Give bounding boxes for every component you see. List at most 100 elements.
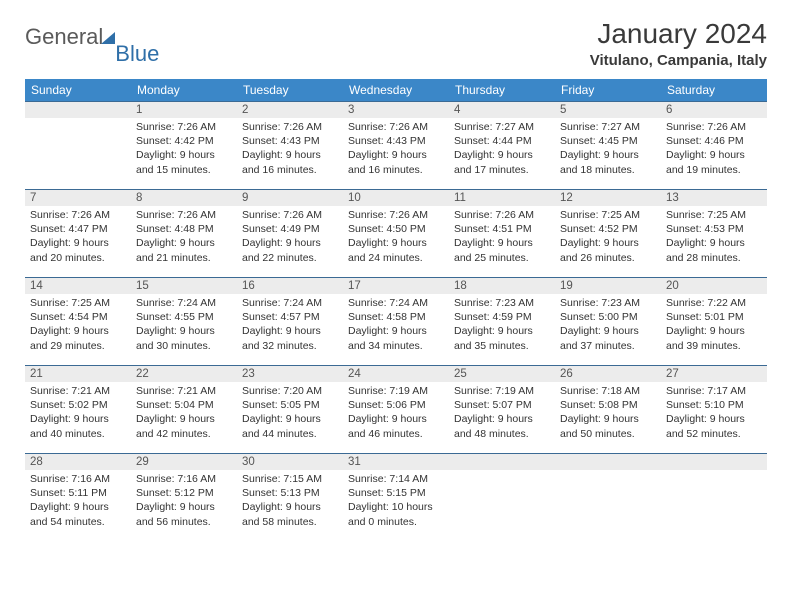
title-block: January 2024 Vitulano, Campania, Italy: [590, 18, 767, 69]
sunrise-text: Sunrise: 7:22 AM: [666, 296, 762, 310]
day-number: 15: [131, 278, 237, 294]
daylight-line1: Daylight: 9 hours: [348, 324, 444, 338]
calendar-day-cell: 7Sunrise: 7:26 AMSunset: 4:47 PMDaylight…: [25, 190, 131, 278]
sunrise-text: Sunrise: 7:26 AM: [454, 208, 550, 222]
day-number: 23: [237, 366, 343, 382]
sunrise-text: Sunrise: 7:21 AM: [136, 384, 232, 398]
daylight-line1: Daylight: 9 hours: [666, 324, 762, 338]
calendar-day-cell: 19Sunrise: 7:23 AMSunset: 5:00 PMDayligh…: [555, 278, 661, 366]
daylight-line2: and 39 minutes.: [666, 339, 762, 353]
daylight-line2: and 30 minutes.: [136, 339, 232, 353]
daylight-line2: and 48 minutes.: [454, 427, 550, 441]
day-number: 9: [237, 190, 343, 206]
day-number: 16: [237, 278, 343, 294]
calendar-week-row: 1Sunrise: 7:26 AMSunset: 4:42 PMDaylight…: [25, 102, 767, 190]
daylight-line2: and 20 minutes.: [30, 251, 126, 265]
daylight-line1: Daylight: 9 hours: [348, 412, 444, 426]
calendar-day-cell: 16Sunrise: 7:24 AMSunset: 4:57 PMDayligh…: [237, 278, 343, 366]
sunset-text: Sunset: 5:10 PM: [666, 398, 762, 412]
sunset-text: Sunset: 4:47 PM: [30, 222, 126, 236]
daylight-line1: Daylight: 9 hours: [666, 412, 762, 426]
daylight-line1: Daylight: 9 hours: [136, 412, 232, 426]
sunrise-text: Sunrise: 7:17 AM: [666, 384, 762, 398]
day-details: Sunrise: 7:19 AMSunset: 5:07 PMDaylight:…: [449, 382, 555, 445]
daylight-line1: Daylight: 9 hours: [136, 148, 232, 162]
daylight-line1: Daylight: 9 hours: [560, 324, 656, 338]
calendar-day-cell: 26Sunrise: 7:18 AMSunset: 5:08 PMDayligh…: [555, 366, 661, 454]
daylight-line1: Daylight: 9 hours: [30, 412, 126, 426]
daylight-line2: and 25 minutes.: [454, 251, 550, 265]
daylight-line2: and 29 minutes.: [30, 339, 126, 353]
day-details: Sunrise: 7:26 AMSunset: 4:50 PMDaylight:…: [343, 206, 449, 269]
sunrise-text: Sunrise: 7:20 AM: [242, 384, 338, 398]
day-number: 7: [25, 190, 131, 206]
day-details: [449, 470, 555, 476]
day-details: Sunrise: 7:23 AMSunset: 5:00 PMDaylight:…: [555, 294, 661, 357]
day-number: 11: [449, 190, 555, 206]
day-number: 1: [131, 102, 237, 118]
daylight-line1: Daylight: 9 hours: [242, 412, 338, 426]
day-details: Sunrise: 7:22 AMSunset: 5:01 PMDaylight:…: [661, 294, 767, 357]
sunrise-text: Sunrise: 7:26 AM: [242, 120, 338, 134]
calendar-day-cell: [25, 102, 131, 190]
day-number: 26: [555, 366, 661, 382]
calendar-day-cell: 9Sunrise: 7:26 AMSunset: 4:49 PMDaylight…: [237, 190, 343, 278]
day-details: Sunrise: 7:26 AMSunset: 4:46 PMDaylight:…: [661, 118, 767, 181]
day-details: Sunrise: 7:16 AMSunset: 5:12 PMDaylight:…: [131, 470, 237, 533]
day-number: 4: [449, 102, 555, 118]
day-number: [25, 102, 131, 118]
sunrise-text: Sunrise: 7:26 AM: [136, 120, 232, 134]
sunrise-text: Sunrise: 7:27 AM: [560, 120, 656, 134]
day-details: Sunrise: 7:26 AMSunset: 4:43 PMDaylight:…: [343, 118, 449, 181]
calendar-day-cell: 3Sunrise: 7:26 AMSunset: 4:43 PMDaylight…: [343, 102, 449, 190]
daylight-line2: and 15 minutes.: [136, 163, 232, 177]
sunset-text: Sunset: 4:54 PM: [30, 310, 126, 324]
day-details: Sunrise: 7:16 AMSunset: 5:11 PMDaylight:…: [25, 470, 131, 533]
daylight-line2: and 26 minutes.: [560, 251, 656, 265]
day-details: Sunrise: 7:21 AMSunset: 5:02 PMDaylight:…: [25, 382, 131, 445]
daylight-line2: and 44 minutes.: [242, 427, 338, 441]
day-number: 14: [25, 278, 131, 294]
sunset-text: Sunset: 5:11 PM: [30, 486, 126, 500]
day-number: 27: [661, 366, 767, 382]
day-number: 19: [555, 278, 661, 294]
calendar-day-cell: 14Sunrise: 7:25 AMSunset: 4:54 PMDayligh…: [25, 278, 131, 366]
calendar-day-cell: 4Sunrise: 7:27 AMSunset: 4:44 PMDaylight…: [449, 102, 555, 190]
calendar-day-cell: 21Sunrise: 7:21 AMSunset: 5:02 PMDayligh…: [25, 366, 131, 454]
header: General Blue January 2024 Vitulano, Camp…: [25, 18, 767, 69]
day-number: 28: [25, 454, 131, 470]
day-details: Sunrise: 7:21 AMSunset: 5:04 PMDaylight:…: [131, 382, 237, 445]
day-number: 10: [343, 190, 449, 206]
daylight-line2: and 58 minutes.: [242, 515, 338, 529]
daylight-line2: and 35 minutes.: [454, 339, 550, 353]
day-details: Sunrise: 7:26 AMSunset: 4:51 PMDaylight:…: [449, 206, 555, 269]
daylight-line1: Daylight: 9 hours: [242, 324, 338, 338]
sunset-text: Sunset: 4:42 PM: [136, 134, 232, 148]
calendar-day-cell: 8Sunrise: 7:26 AMSunset: 4:48 PMDaylight…: [131, 190, 237, 278]
day-details: [25, 118, 131, 124]
calendar-day-cell: 24Sunrise: 7:19 AMSunset: 5:06 PMDayligh…: [343, 366, 449, 454]
daylight-line2: and 16 minutes.: [348, 163, 444, 177]
calendar-day-cell: 23Sunrise: 7:20 AMSunset: 5:05 PMDayligh…: [237, 366, 343, 454]
calendar-week-row: 28Sunrise: 7:16 AMSunset: 5:11 PMDayligh…: [25, 454, 767, 542]
day-details: Sunrise: 7:24 AMSunset: 4:55 PMDaylight:…: [131, 294, 237, 357]
daylight-line1: Daylight: 10 hours: [348, 500, 444, 514]
day-details: Sunrise: 7:19 AMSunset: 5:06 PMDaylight:…: [343, 382, 449, 445]
calendar-day-cell: 13Sunrise: 7:25 AMSunset: 4:53 PMDayligh…: [661, 190, 767, 278]
day-details: Sunrise: 7:26 AMSunset: 4:49 PMDaylight:…: [237, 206, 343, 269]
calendar-day-cell: 15Sunrise: 7:24 AMSunset: 4:55 PMDayligh…: [131, 278, 237, 366]
day-details: Sunrise: 7:20 AMSunset: 5:05 PMDaylight:…: [237, 382, 343, 445]
calendar-day-cell: [555, 454, 661, 542]
brand-text-general: General: [25, 24, 103, 50]
daylight-line2: and 17 minutes.: [454, 163, 550, 177]
sunrise-text: Sunrise: 7:25 AM: [30, 296, 126, 310]
calendar-day-cell: 22Sunrise: 7:21 AMSunset: 5:04 PMDayligh…: [131, 366, 237, 454]
sunrise-text: Sunrise: 7:26 AM: [348, 120, 444, 134]
calendar-day-cell: 2Sunrise: 7:26 AMSunset: 4:43 PMDaylight…: [237, 102, 343, 190]
weekday-header: Wednesday: [343, 79, 449, 102]
sunrise-text: Sunrise: 7:24 AM: [348, 296, 444, 310]
day-details: Sunrise: 7:15 AMSunset: 5:13 PMDaylight:…: [237, 470, 343, 533]
day-number: 20: [661, 278, 767, 294]
day-number: 30: [237, 454, 343, 470]
day-number: 8: [131, 190, 237, 206]
